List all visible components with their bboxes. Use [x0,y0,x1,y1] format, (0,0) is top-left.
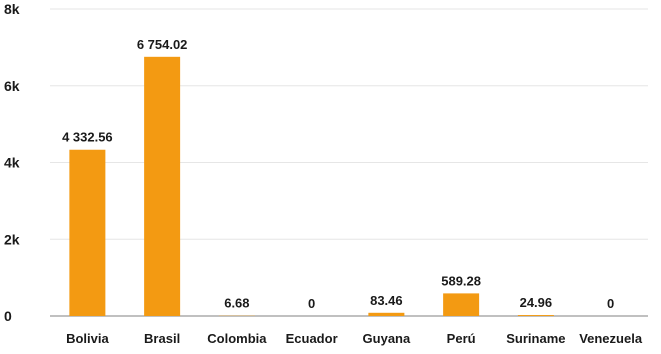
y-axis-ticks: 0 2k 4k 6k 8k [4,1,20,324]
y-tick-label: 8k [4,1,20,17]
y-tick-label: 2k [4,231,20,247]
y-tick-label: 0 [4,308,12,324]
data-label: 6 754.02 [137,37,188,52]
data-label: 0 [607,296,614,311]
data-label: 24.96 [520,295,553,310]
data-label: 4 332.56 [62,130,113,145]
x-category-label: Venezuela [579,331,643,346]
bar [443,293,479,316]
bar [368,313,404,316]
x-category-label: Ecuador [286,331,338,346]
x-category-label: Bolivia [66,331,109,346]
data-label: 589.28 [441,273,481,288]
data-label: 6.68 [224,296,249,311]
bars [69,57,554,316]
bar [518,315,554,316]
y-tick-label: 6k [4,78,20,94]
data-label: 0 [308,296,315,311]
bar [144,57,180,316]
x-axis-categories: Bolivia Brasil Colombia Ecuador Guyana Perú Su… [66,331,643,346]
x-category-label: Suriname [506,331,565,346]
y-tick-label: 4k [4,155,20,171]
grid-lines [50,9,648,316]
x-category-label: Guyana [363,331,411,346]
x-category-label: Colombia [207,331,267,346]
bar [69,150,105,316]
x-category-label: Brasil [144,331,180,346]
x-category-label: Perú [447,331,476,346]
data-label: 83.46 [370,293,403,308]
